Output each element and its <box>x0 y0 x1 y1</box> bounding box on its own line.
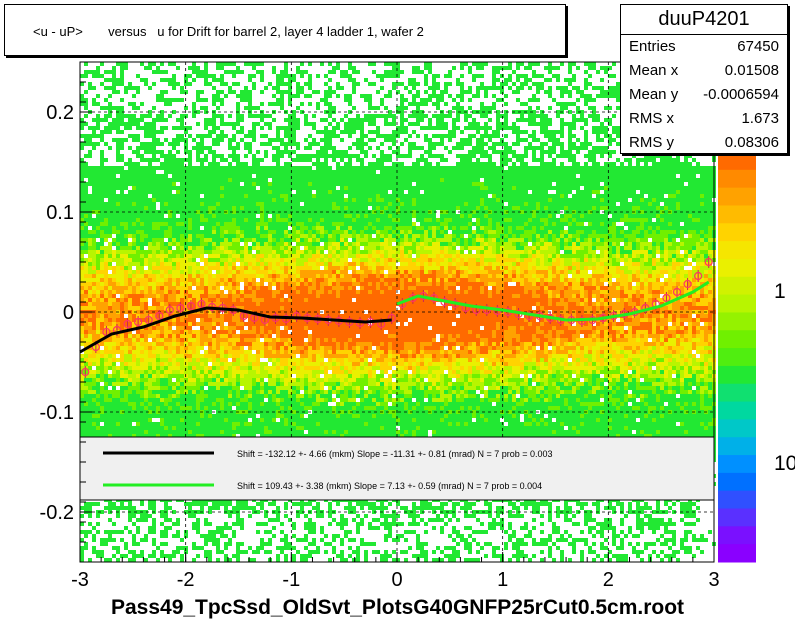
legend-text: Shift = -132.12 +- 4.66 (mkm) Slope = -1… <box>237 449 553 459</box>
palette-swatch <box>718 223 756 242</box>
profile-points <box>81 256 713 378</box>
palette-swatch <box>718 187 756 206</box>
profile-point <box>81 367 90 377</box>
palette-swatch <box>718 330 756 349</box>
x-tick-label: 0 <box>391 569 402 591</box>
x-tick-label: -3 <box>71 569 89 591</box>
palette-swatch <box>718 455 756 474</box>
stats-value: 0.08306 <box>724 134 779 151</box>
plot-title: <u - uP> versus u for Drift for barrel 2… <box>33 24 424 39</box>
stats-label: Mean x <box>629 62 679 79</box>
stats-box: duuP4201 Entries 67450 Mean x 0.01508 Mean… <box>620 4 788 154</box>
palette-swatch <box>718 312 756 331</box>
profile-point <box>123 319 132 329</box>
stats-value: 67450 <box>737 38 779 55</box>
palette-swatch <box>718 526 756 545</box>
palette-swatch <box>718 490 756 510</box>
palette-swatch <box>718 401 756 420</box>
stats-value: 0.01508 <box>724 62 779 79</box>
palette-swatch <box>718 472 756 492</box>
x-tick-label: -1 <box>282 569 300 591</box>
fit-curve <box>396 280 710 322</box>
x-tick-label: 3 <box>708 569 719 591</box>
x-tick-label: 1 <box>497 569 508 591</box>
profile-point <box>694 271 703 281</box>
stats-label: Entries <box>629 38 676 55</box>
fit-curves <box>79 280 710 354</box>
stats-value: -0.0006594 <box>703 86 779 103</box>
palette-swatch <box>718 241 756 260</box>
palette-tick-label: 1 <box>774 280 786 303</box>
profile-point <box>165 305 174 315</box>
stats-name: duuP4201 <box>658 8 750 30</box>
stats-label: RMS y <box>629 134 674 151</box>
y-tick-label: -0.2 <box>40 502 74 524</box>
stats-separator <box>621 34 787 35</box>
fit-legend: Shift = -132.12 +- 4.66 (mkm) Slope = -1… <box>79 436 715 501</box>
x-tick-label: 2 <box>603 569 614 591</box>
stats-value: 1.673 <box>741 110 779 127</box>
profile-point <box>186 301 196 311</box>
y-tick-label: -0.1 <box>40 402 74 424</box>
profile-point <box>672 287 682 297</box>
y-tick-label: 0.2 <box>46 102 74 124</box>
palette-swatch <box>718 419 756 438</box>
palette-swatch <box>718 348 756 367</box>
palette-swatch <box>718 544 756 563</box>
profile-point <box>155 311 164 321</box>
palette-swatch <box>718 508 756 527</box>
axes: -3 -2 -1 0 1 2 3 -0.2 -0.1 0 0.1 0.2 <box>40 61 720 591</box>
profile-point <box>176 303 185 313</box>
palette-swatch <box>718 383 756 403</box>
palette-swatch <box>718 258 756 278</box>
stats-label: RMS x <box>629 110 674 127</box>
x-axis-filename: Pass49_TpcSsd_OldSvt_PlotsG40GNFP25rCut0… <box>110 596 685 619</box>
y-tick-label: 0.1 <box>46 202 74 224</box>
palette-swatch <box>718 437 756 456</box>
profile-point <box>144 315 153 325</box>
legend-background <box>79 436 715 501</box>
stats-label: Mean y <box>629 86 679 103</box>
title-box: <u - uP> versus u for Drift for barrel 2… <box>4 4 566 56</box>
profile-point <box>197 299 206 309</box>
palette-swatch <box>718 276 756 296</box>
profile-point <box>292 311 301 321</box>
palette-swatch <box>718 169 756 189</box>
x-tick-label: -2 <box>177 569 195 591</box>
profile-point <box>683 279 692 289</box>
profile-point <box>662 293 671 303</box>
fit-curve <box>79 306 392 354</box>
y-tick-label: 0 <box>63 302 74 324</box>
palette-tick-label: 10 <box>774 452 795 475</box>
profile-point <box>134 317 143 327</box>
palette-swatch <box>718 205 756 224</box>
legend-text: Shift = 109.43 +- 3.38 (mkm) Slope = 7.1… <box>237 481 542 491</box>
profile-point <box>704 257 713 267</box>
color-palette: 1100 <box>718 112 795 563</box>
palette-swatch <box>718 365 756 385</box>
palette-swatch <box>718 294 756 313</box>
palette-swatch <box>718 152 756 171</box>
